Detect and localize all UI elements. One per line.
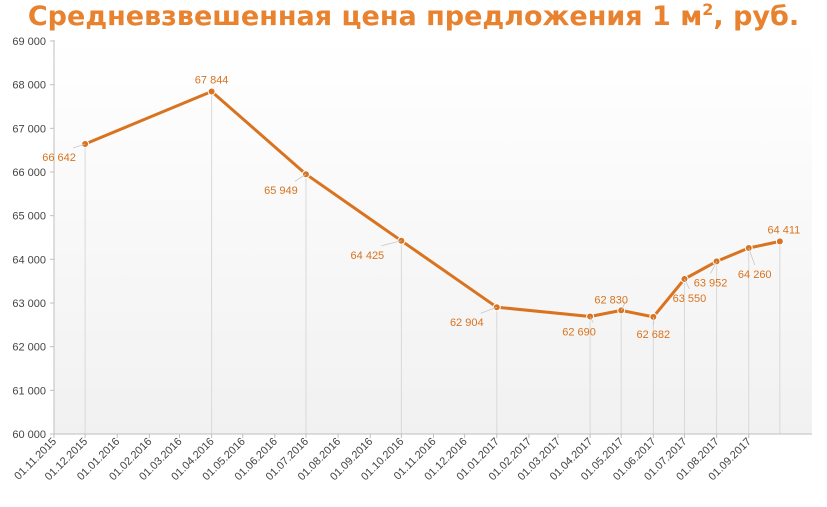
- y-tick-label: 61 000: [12, 385, 46, 397]
- data-label-leader: [589, 316, 594, 323]
- data-label-leader: [620, 302, 626, 311]
- data-label: 62 830: [594, 294, 628, 306]
- data-label: 65 949: [264, 185, 298, 197]
- data-label: 67 844: [195, 74, 229, 86]
- data-label-leader: [748, 247, 756, 266]
- data-labels: 66 642 67 844 65 949 64 425 62 904 62 690 62 8…: [42, 74, 800, 340]
- y-axis: 60 000 61 000 62 000 63 000 64 000 65 000 66 0…: [12, 36, 55, 441]
- data-label-leader: [684, 278, 690, 290]
- y-tick-label: 64 000: [12, 254, 46, 266]
- data-label: 64 425: [351, 250, 385, 262]
- data-label: 63 952: [694, 277, 728, 289]
- y-tick-label: 63 000: [12, 298, 46, 310]
- data-label: 62 690: [562, 327, 596, 339]
- data-label: 63 550: [673, 293, 707, 305]
- y-tick-label: 62 000: [12, 342, 46, 354]
- y-tick-label: 68 000: [12, 80, 46, 92]
- data-label: 64 411: [767, 224, 800, 236]
- chart-title-suffix: , руб.: [713, 1, 800, 32]
- data-label-leader: [480, 306, 497, 314]
- chart-title-text: Средневзвешенная цена предложения 1 м: [27, 1, 703, 32]
- y-tick-label: 69 000: [12, 36, 46, 48]
- x-axis: 01.11.201501.12.201501.01.201601.02.2016…: [12, 433, 812, 483]
- data-point: [207, 87, 216, 96]
- data-point: [775, 237, 784, 246]
- series-line: [83, 90, 782, 319]
- drop-lines: [84, 91, 781, 434]
- y-tick-label: 60 000: [12, 429, 46, 441]
- data-label: 62 904: [450, 317, 484, 329]
- y-tick-label: 66 000: [12, 167, 46, 179]
- data-label-leader: [72, 143, 86, 149]
- plot-area: [54, 40, 812, 434]
- data-label-leader: [710, 261, 717, 274]
- data-label-leader: [294, 173, 307, 182]
- y-tick-label: 67 000: [12, 123, 46, 135]
- data-label-leader: [381, 240, 402, 247]
- data-label: 64 260: [738, 269, 772, 281]
- chart-title: Средневзвешенная цена предложения 1 м2, …: [0, 0, 827, 34]
- data-label: 66 642: [42, 152, 76, 164]
- chart-title-superscript: 2: [702, 0, 714, 19]
- data-label: 62 682: [637, 329, 671, 341]
- y-tick-label: 65 000: [12, 211, 46, 223]
